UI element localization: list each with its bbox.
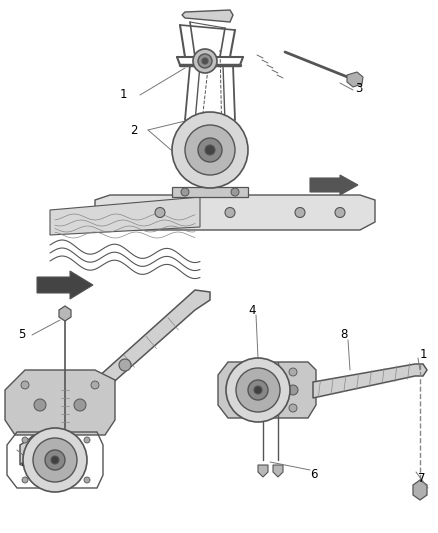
Circle shape [33,438,77,482]
Circle shape [23,428,87,492]
Text: 6: 6 [310,469,318,481]
Polygon shape [313,364,427,398]
Circle shape [193,49,217,73]
Text: 4: 4 [248,303,255,317]
Circle shape [226,358,290,422]
Polygon shape [347,72,363,87]
Text: 1: 1 [420,349,427,361]
Text: 5: 5 [18,328,25,342]
Circle shape [51,456,59,464]
Circle shape [84,477,90,483]
Circle shape [198,138,222,162]
Text: 3: 3 [355,82,362,94]
Polygon shape [95,195,375,230]
Polygon shape [37,271,93,299]
Polygon shape [258,465,268,477]
Circle shape [295,207,305,217]
Circle shape [119,359,131,371]
Circle shape [254,386,262,394]
Text: 7: 7 [418,472,425,484]
Circle shape [181,188,189,196]
Circle shape [185,125,235,175]
Text: 1: 1 [120,88,127,101]
Polygon shape [273,465,283,477]
Text: 8: 8 [340,328,347,342]
Circle shape [91,381,99,389]
Circle shape [22,477,28,483]
Text: 4: 4 [20,458,28,472]
Polygon shape [5,370,115,435]
Circle shape [172,112,248,188]
Polygon shape [50,197,200,235]
Circle shape [288,385,298,395]
Polygon shape [413,480,427,500]
Polygon shape [218,362,316,418]
Circle shape [335,207,345,217]
Circle shape [34,399,46,411]
Polygon shape [20,290,210,465]
Circle shape [202,58,208,64]
Circle shape [155,207,165,217]
Polygon shape [310,175,358,195]
Circle shape [84,437,90,443]
Polygon shape [182,10,233,22]
Circle shape [289,368,297,376]
Circle shape [74,399,86,411]
Text: 2: 2 [130,124,138,136]
Circle shape [205,145,215,155]
Circle shape [289,404,297,412]
Circle shape [22,437,28,443]
Polygon shape [172,187,248,197]
Circle shape [21,381,29,389]
Circle shape [236,368,280,412]
Polygon shape [59,306,71,321]
Circle shape [198,54,212,68]
Circle shape [231,188,239,196]
Circle shape [225,207,235,217]
Circle shape [45,450,65,470]
Circle shape [248,380,268,400]
